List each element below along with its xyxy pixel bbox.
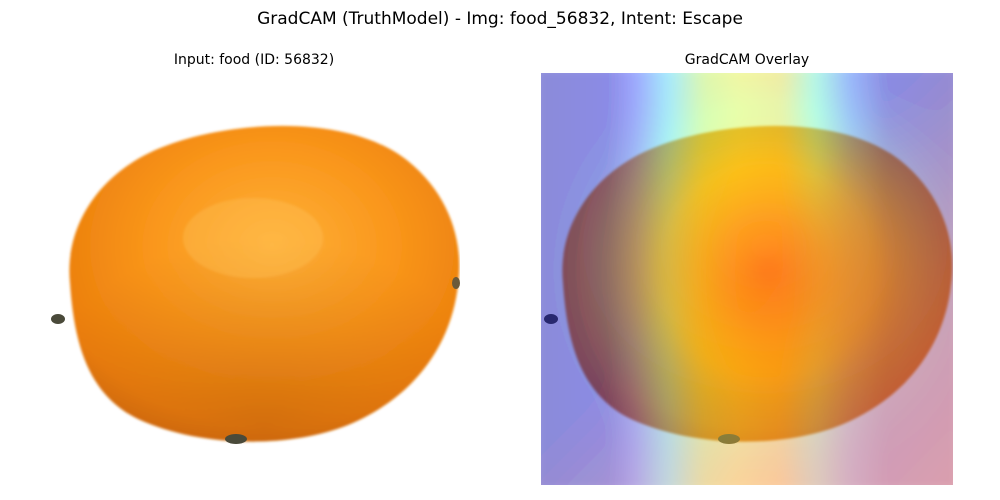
orange-fruit — [69, 125, 460, 442]
gradcam-overlay-image — [541, 73, 953, 485]
stem-nub-right — [452, 277, 460, 289]
input-image — [48, 73, 460, 485]
overlay-panel-title: GradCAM Overlay — [684, 52, 810, 68]
stem-nub-bottom — [225, 434, 247, 444]
figure-title: GradCAM (TruthModel) - Img: food_56832, … — [257, 9, 743, 29]
input-panel-title: Input: food (ID: 56832) — [173, 52, 335, 68]
stem-nub-left — [51, 314, 65, 324]
heatmap-layer — [541, 73, 953, 485]
